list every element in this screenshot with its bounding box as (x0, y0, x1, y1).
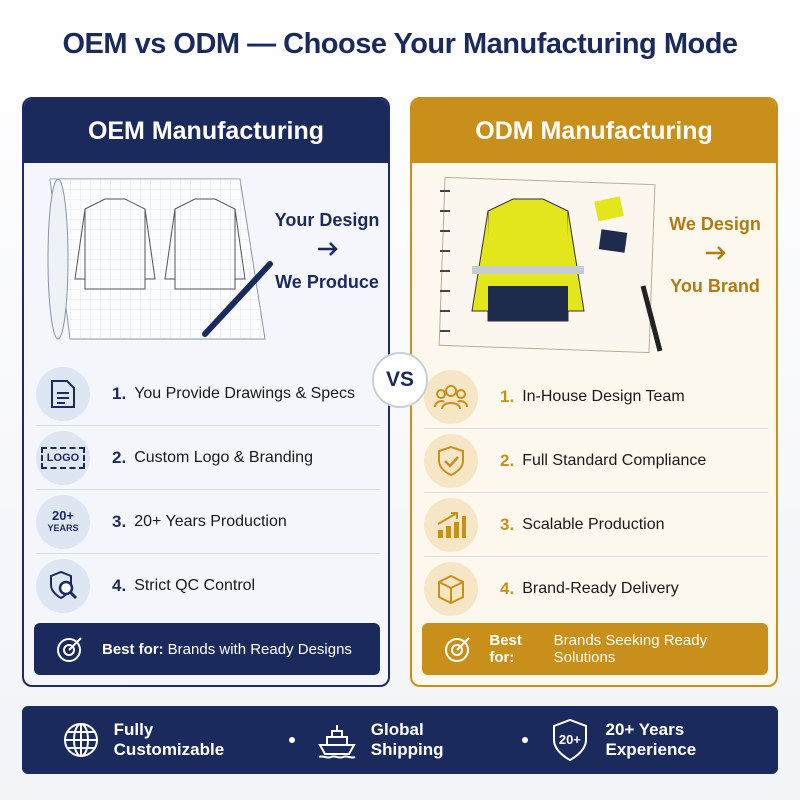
feature-row: 3. Scalable Production (424, 493, 768, 557)
badge-icon: 20+ (550, 718, 590, 762)
feature-row: 4. Strict QC Control (36, 554, 380, 618)
feature-row: 2. Full Standard Compliance (424, 429, 768, 493)
icon (36, 366, 90, 421)
item-number: 2. (500, 450, 515, 470)
item-text: Full Standard Compliance (522, 451, 707, 469)
item-number: 3. (500, 514, 515, 534)
notebook-illustration (438, 176, 663, 354)
icon-label: LOGO (40, 446, 86, 469)
footer-item: Global Shipping (317, 720, 500, 760)
icon (36, 559, 90, 613)
item-number: 2. (112, 447, 127, 467)
feature-row: 20+ YEARS 3. 20+ Years Production (36, 490, 380, 554)
footer-text: 20+ Years Experience (605, 720, 697, 759)
icon (424, 497, 478, 552)
arrow (706, 246, 726, 260)
tagline-top: Your Design (274, 210, 380, 230)
item-text: You Provide Drawings & Specs (134, 384, 356, 402)
item-number: 1. (112, 383, 127, 403)
item-text: In-House Design Team (522, 387, 685, 405)
icon-sublabel: YEARS (47, 522, 79, 533)
title: OEM vs ODM — Choose Your Manufacturing M… (62, 28, 738, 60)
best-for-label: Best for: (102, 640, 164, 658)
icon (424, 562, 478, 616)
item-number: 4. (500, 579, 515, 598)
footer-text: Global Shipping (370, 720, 444, 759)
separator (289, 737, 296, 743)
item-text: 20+ Years Production (134, 512, 287, 530)
feature-row: 1. You Provide Drawings & Specs (36, 362, 380, 426)
feature-row: 1. In-House Design Team (424, 365, 768, 429)
separator (521, 737, 528, 743)
panel-title: ODM Manufacturing (412, 99, 776, 163)
tagline-top: We Design (669, 214, 761, 234)
icon: 20+ YEARS (36, 494, 90, 549)
tagline-bottom: You Brand (670, 276, 760, 296)
tagline-bottom: We Produce (275, 272, 379, 292)
odm-panel: ODM Manufacturing We Design You Brand 1.… (410, 97, 778, 687)
footer-text: Fully Customizable (113, 720, 225, 759)
best-for-label: Best for: (489, 632, 522, 666)
item-text: Brand-Ready Delivery (522, 580, 679, 597)
best-for-bar: Best for: Brands with Ready Designs (34, 623, 380, 675)
panel-title: OEM Manufacturing (24, 99, 388, 163)
blueprint-illustration (47, 178, 273, 340)
item-text: Scalable Production (522, 515, 665, 533)
footer-item: Fully Customizable (62, 720, 267, 760)
feature-row: LOGO 2. Custom Logo & Branding (36, 426, 380, 490)
item-number: 1. (500, 386, 515, 406)
item-text: Strict QC Control (134, 577, 256, 594)
feature-row: 4. Brand-Ready Delivery (424, 557, 768, 621)
best-for-text: Brands Seeking Ready Solutions (553, 632, 708, 666)
vs-badge: VS (372, 352, 428, 408)
badge-text: 20+ (558, 732, 581, 747)
best-for-text: Brands with Ready Designs (167, 640, 352, 658)
icon: LOGO (36, 430, 90, 485)
footer-bar: Fully Customizable Global Shipping 20+ 2… (22, 706, 778, 774)
best-for-bar: Best for: Brands Seeking Ready Solutions (422, 623, 768, 675)
item-text: Custom Logo & Branding (134, 448, 313, 466)
item-number: 4. (112, 576, 127, 595)
footer-item: 20+ 20+ Years Experience (550, 718, 778, 762)
icon (424, 433, 478, 488)
oem-panel: OEM Manufacturing Your Design We Produce… (22, 97, 390, 687)
item-number: 3. (112, 511, 127, 531)
arrow (318, 242, 338, 256)
icon-label: 20+ (51, 507, 75, 523)
icon (424, 369, 478, 424)
